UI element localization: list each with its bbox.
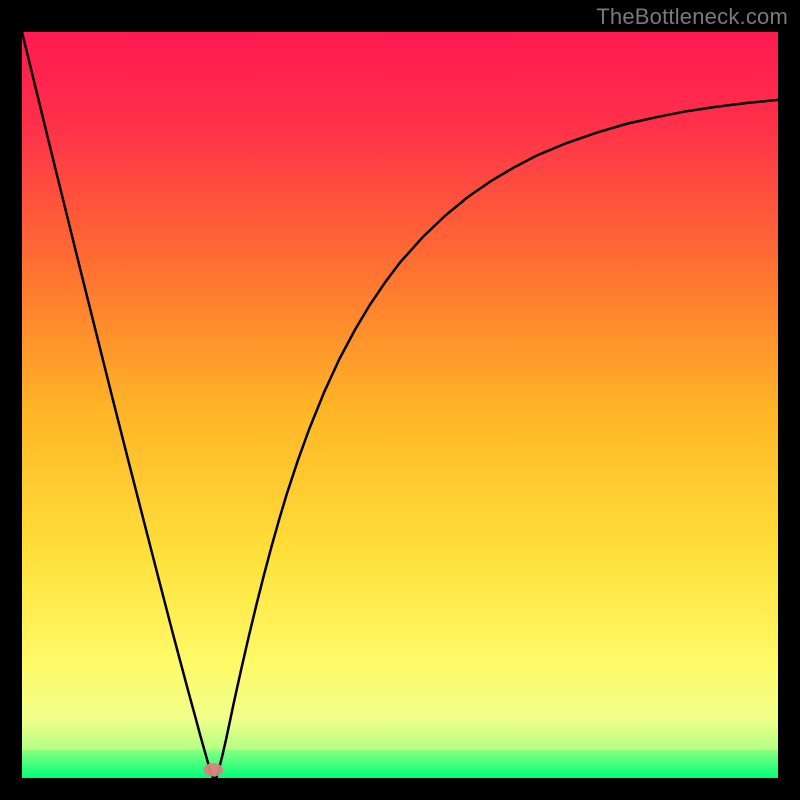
chart-frame: TheBottleneck.com xyxy=(0,0,800,800)
watermark-text: TheBottleneck.com xyxy=(596,4,788,30)
bottleneck-curve xyxy=(22,32,778,778)
plot-area xyxy=(22,32,778,778)
minimum-marker xyxy=(203,763,223,776)
curve-svg xyxy=(22,32,778,778)
